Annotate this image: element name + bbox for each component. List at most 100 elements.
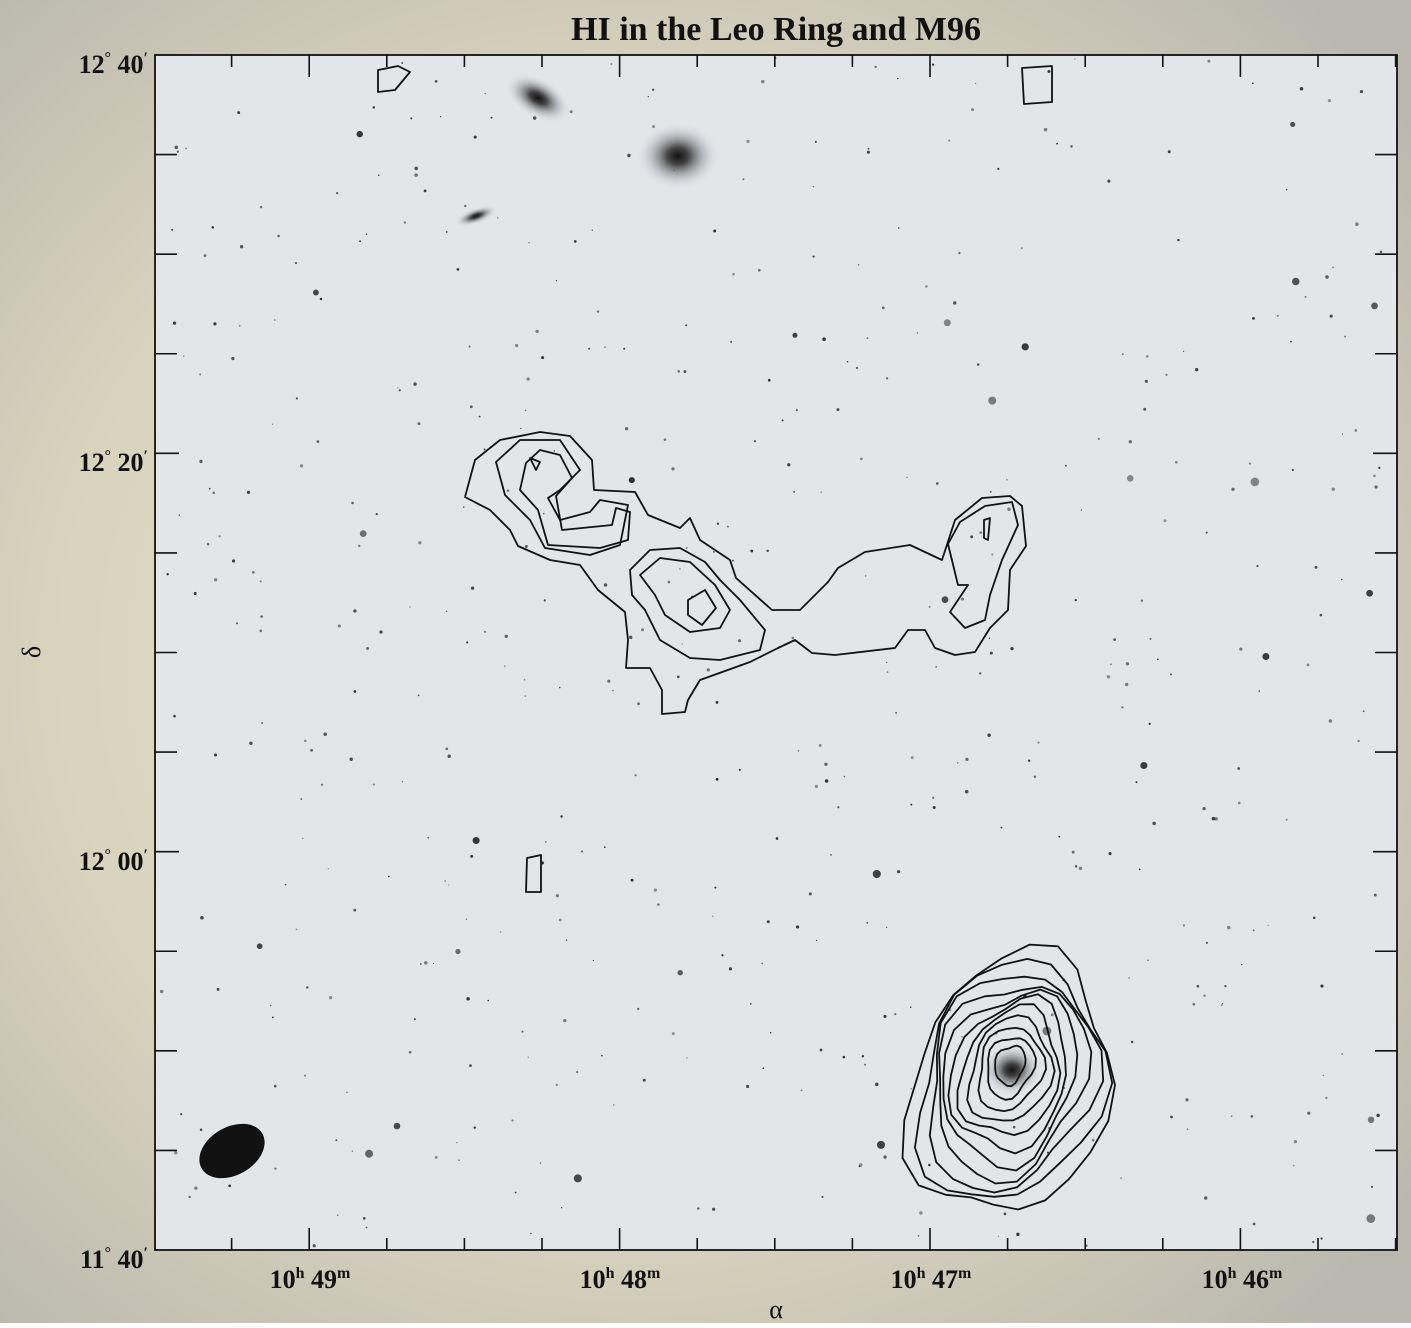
- star: [218, 535, 221, 538]
- star: [1362, 710, 1365, 713]
- star: [726, 525, 729, 528]
- star: [178, 514, 180, 516]
- star: [260, 615, 263, 618]
- star: [858, 1165, 861, 1168]
- star: [1170, 1115, 1173, 1119]
- star: [607, 679, 611, 683]
- star: [256, 943, 263, 950]
- star: [731, 559, 734, 562]
- contours: [377, 65, 1053, 893]
- star: [1221, 1004, 1223, 1006]
- star: [1121, 706, 1124, 709]
- star: [337, 624, 341, 628]
- star: [793, 490, 796, 493]
- star: [1010, 646, 1014, 651]
- star: [304, 1074, 307, 1077]
- star: [628, 477, 635, 484]
- label-part: 10: [1202, 1265, 1228, 1294]
- star: [796, 925, 800, 929]
- star: [787, 463, 791, 467]
- star: [989, 651, 993, 655]
- star: [1006, 478, 1008, 481]
- star: [530, 1232, 532, 1235]
- star: [677, 370, 681, 373]
- star: [766, 549, 769, 553]
- star: [188, 1195, 191, 1199]
- star: [612, 689, 614, 692]
- contour: [942, 988, 1079, 1172]
- star: [228, 1184, 232, 1188]
- star: [274, 1167, 277, 1170]
- contour: [495, 439, 629, 556]
- star: [238, 324, 241, 327]
- star: [1148, 722, 1151, 726]
- label-part: 10: [580, 1265, 606, 1294]
- star: [886, 377, 889, 380]
- star: [1306, 663, 1310, 667]
- star: [521, 1030, 524, 1033]
- star: [542, 512, 545, 515]
- label-superscript: ′: [144, 448, 149, 465]
- label-superscript: m: [1269, 1265, 1283, 1282]
- star: [483, 448, 486, 451]
- star: [1078, 866, 1083, 871]
- star: [528, 242, 530, 244]
- star: [866, 150, 870, 154]
- star: [874, 65, 877, 69]
- star: [504, 634, 508, 638]
- star: [864, 575, 867, 577]
- star: [932, 806, 936, 810]
- label-part: 12: [79, 847, 105, 876]
- star: [925, 285, 928, 288]
- star: [401, 62, 404, 64]
- star: [627, 153, 631, 158]
- star: [259, 580, 262, 583]
- star: [1192, 1002, 1196, 1006]
- star: [1186, 1128, 1189, 1131]
- star: [997, 167, 1000, 170]
- star: [596, 310, 600, 313]
- star: [259, 629, 263, 633]
- star: [300, 798, 303, 800]
- star: [592, 959, 594, 962]
- star: [555, 894, 559, 898]
- star: [524, 695, 527, 697]
- star: [1185, 1098, 1189, 1102]
- star: [408, 1050, 412, 1054]
- star: [716, 522, 720, 525]
- star: [424, 961, 428, 965]
- star: [624, 427, 629, 431]
- star: [1056, 142, 1059, 145]
- star: [795, 409, 798, 412]
- star: [956, 761, 959, 764]
- star: [174, 1150, 178, 1155]
- star: [1319, 613, 1323, 617]
- star: [1177, 238, 1180, 242]
- star: [634, 774, 637, 777]
- star: [821, 1195, 824, 1199]
- star: [1357, 739, 1360, 743]
- star: [641, 628, 644, 632]
- contour: [377, 65, 411, 93]
- star: [987, 733, 991, 737]
- star: [1376, 1113, 1380, 1118]
- y-tick-label: 11° 40′: [80, 1245, 148, 1274]
- star: [1344, 335, 1346, 338]
- label-superscript: m: [958, 1265, 972, 1282]
- star: [728, 967, 732, 971]
- star: [413, 382, 417, 386]
- star: [302, 837, 304, 840]
- star: [1050, 1013, 1054, 1017]
- star: [910, 1088, 912, 1090]
- star: [472, 836, 480, 845]
- star: [203, 254, 207, 257]
- star: [470, 586, 475, 590]
- star: [753, 440, 757, 443]
- sky-image: [155, 55, 1397, 1250]
- star: [520, 427, 522, 430]
- star: [630, 878, 634, 882]
- star: [273, 319, 276, 321]
- star: [573, 239, 577, 243]
- star: [439, 116, 442, 118]
- star: [473, 1126, 476, 1129]
